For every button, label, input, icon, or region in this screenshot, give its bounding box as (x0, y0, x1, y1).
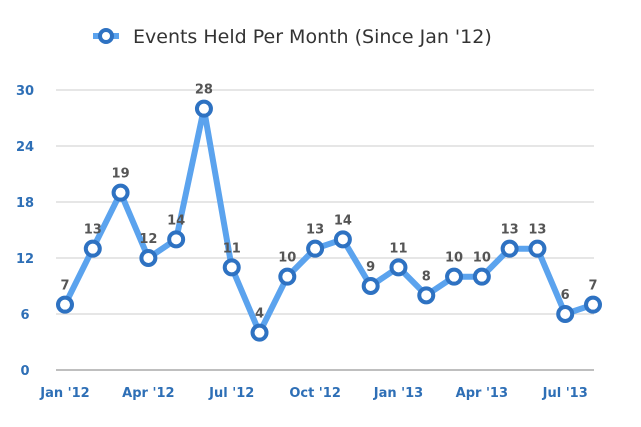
x-tick-label: Jul '13 (542, 386, 588, 401)
data-point (361, 277, 380, 295)
y-tick-label: 30 (16, 84, 34, 99)
y-tick-label: 12 (16, 252, 34, 267)
y-tick-label: 24 (16, 140, 34, 155)
data-point (333, 230, 352, 249)
data-label: 13 (306, 223, 324, 238)
legend: Events Held Per Month (Since Jan '12) (93, 26, 492, 48)
data-point (556, 305, 575, 323)
x-tick-label: Oct '12 (289, 386, 341, 401)
data-point (194, 99, 213, 118)
data-point (445, 267, 464, 286)
series-markers (56, 99, 602, 342)
data-label: 12 (139, 232, 157, 247)
legend-marker (98, 28, 114, 44)
data-point (139, 249, 158, 267)
data-point (584, 295, 602, 314)
data-label: 4 (255, 307, 264, 322)
data-point (167, 230, 186, 249)
data-label: 11 (389, 241, 407, 256)
y-tick-label: 18 (16, 196, 34, 211)
data-point (278, 267, 297, 286)
data-point (56, 295, 74, 314)
data-label: 10 (473, 251, 491, 266)
data-label: 8 (422, 269, 431, 284)
chart-title: Events Held Per Month (Since Jan '12) (133, 26, 492, 48)
data-point (472, 267, 491, 286)
x-tick-label: Jan '12 (39, 386, 89, 401)
x-tick-label: Apr '13 (456, 386, 508, 401)
data-label: 10 (278, 251, 296, 266)
data-point (83, 239, 102, 258)
data-label: 13 (84, 223, 102, 238)
data-label: 10 (445, 251, 463, 266)
data-point (250, 323, 269, 342)
data-point (528, 239, 547, 258)
data-label: 7 (60, 279, 69, 294)
series-line (62, 105, 596, 336)
x-tick-label: Apr '12 (122, 386, 174, 401)
data-label: 13 (528, 223, 546, 238)
data-point (417, 286, 436, 305)
x-tick-label: Jan '13 (373, 386, 423, 401)
y-tick-label: 0 (20, 364, 29, 379)
x-tick-label: Jul '12 (208, 386, 254, 401)
data-label: 11 (223, 241, 241, 256)
data-label: 9 (366, 260, 375, 275)
data-labels: 7 13 19 12 14 28 11 4 10 13 14 9 11 8 10 10 13 13 6 7 (60, 83, 597, 322)
series-events (62, 105, 596, 336)
data-label: 14 (334, 213, 352, 228)
y-axis-ticks: 0 6 12 18 24 30 (16, 84, 34, 379)
data-point (111, 183, 130, 202)
data-label: 7 (588, 279, 597, 294)
x-axis-ticks: Jan '12 Apr '12 Jul '12 Oct '12 Jan '13 Apr '… (39, 386, 588, 401)
data-label: 13 (501, 223, 519, 238)
data-label: 14 (167, 213, 185, 228)
data-point (500, 239, 519, 258)
data-point (222, 258, 241, 277)
data-point (389, 258, 408, 277)
y-tick-label: 6 (20, 308, 29, 323)
data-label: 19 (112, 167, 130, 182)
data-point (306, 239, 325, 258)
data-label: 6 (561, 288, 570, 303)
data-label: 28 (195, 83, 213, 98)
